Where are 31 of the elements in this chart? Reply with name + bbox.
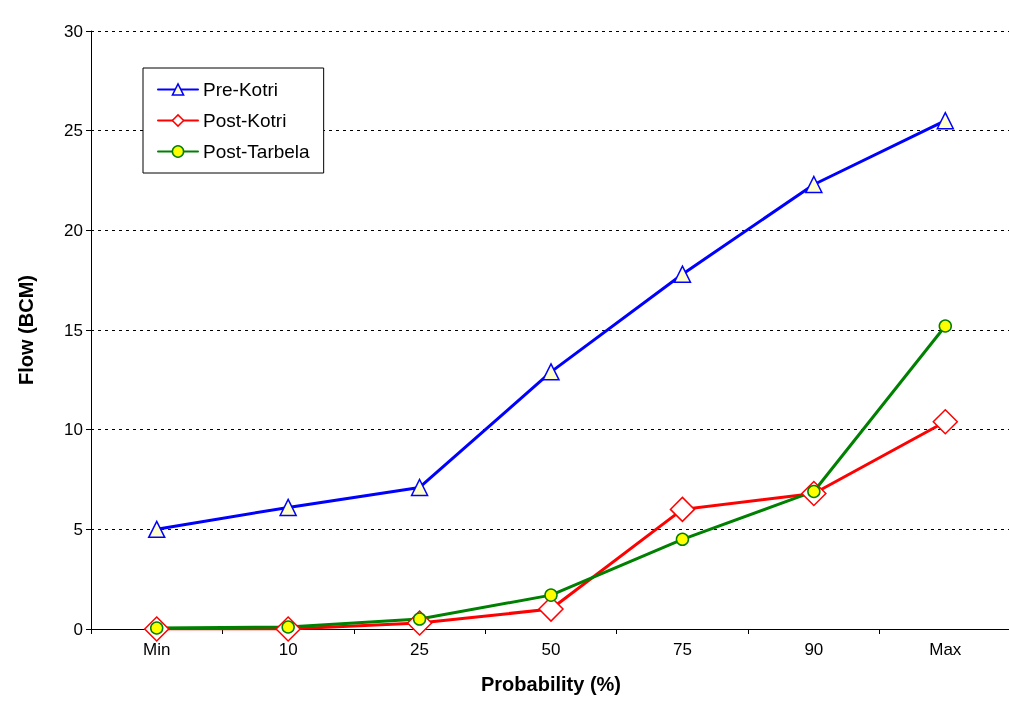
point <box>279 498 297 517</box>
x-tick-label: 75 <box>672 640 692 659</box>
y-tick-label: 0 <box>73 619 83 639</box>
y-axis-title: Flow (BCM) <box>15 275 37 385</box>
y-tick-label: 30 <box>64 21 83 41</box>
x-axis-title: Probability (%) <box>480 673 622 695</box>
legend-label: Post-Tarbela <box>203 141 311 162</box>
y-tick-label: 10 <box>64 420 83 440</box>
x-tick-label: Min <box>143 640 171 659</box>
y-tick-label: 15 <box>64 320 83 340</box>
point <box>938 319 953 333</box>
legend-label: Pre-Kotri <box>203 79 278 100</box>
point <box>673 265 692 283</box>
x-tick-label: Max <box>929 640 962 659</box>
point <box>669 496 696 523</box>
point <box>805 175 823 194</box>
y-tick-label: 25 <box>64 121 83 141</box>
point <box>675 532 690 547</box>
point <box>542 363 560 381</box>
point <box>147 520 166 539</box>
point <box>932 408 959 435</box>
x-tick-label: 50 <box>541 640 561 659</box>
legend-label: Post-Kotri <box>203 110 287 131</box>
x-tick-label: 10 <box>278 640 298 659</box>
y-tick-label: 5 <box>73 519 83 539</box>
x-tick-label: 90 <box>804 640 824 659</box>
point <box>936 111 955 130</box>
x-tick-label: 25 <box>410 640 430 659</box>
point <box>410 478 429 497</box>
point <box>544 588 558 602</box>
y-tick-label: 20 <box>64 220 83 240</box>
